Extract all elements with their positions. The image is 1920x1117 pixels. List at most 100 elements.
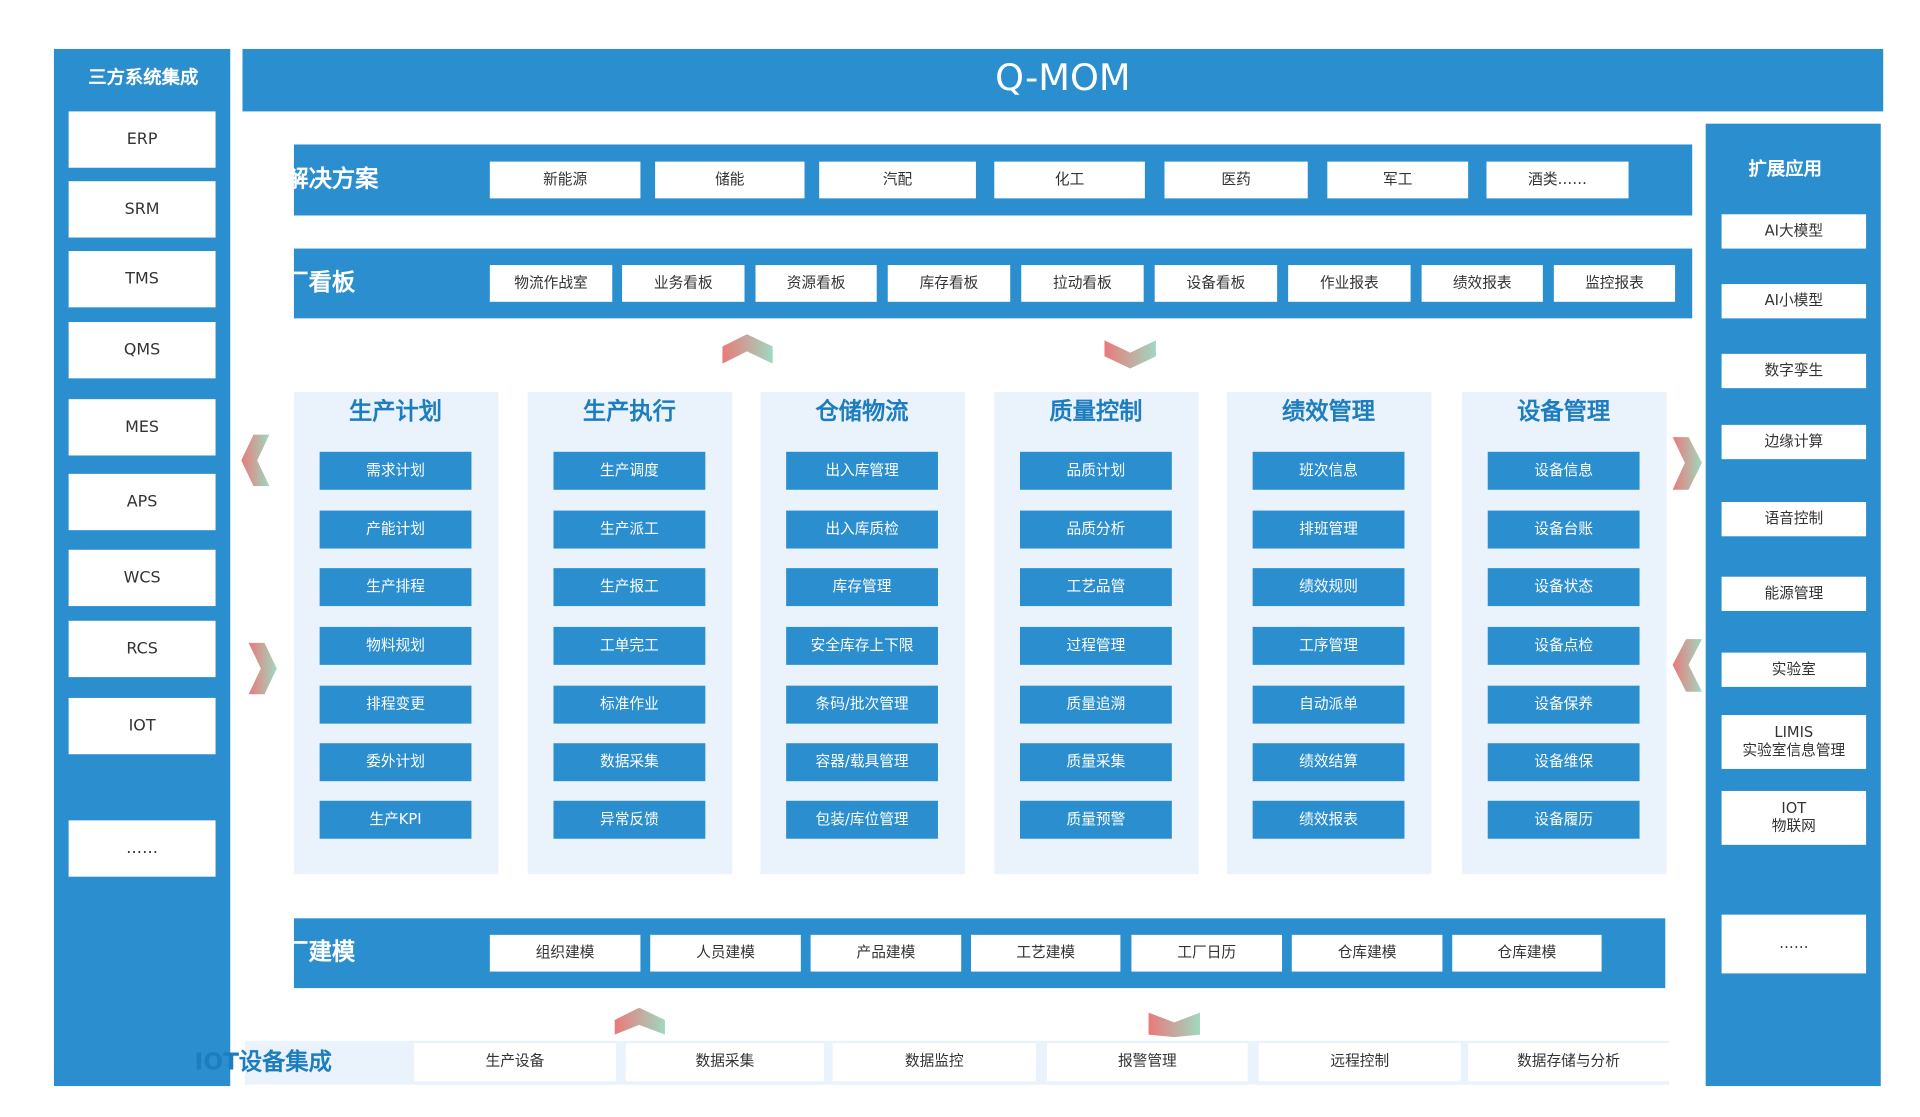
down-arrow xyxy=(1148,1012,1200,1038)
iot-item xyxy=(1046,1043,1248,1082)
module-item xyxy=(1487,743,1640,782)
system-label: SRM xyxy=(125,199,160,218)
band-item xyxy=(1452,934,1602,972)
arrows xyxy=(241,334,1702,1038)
extension-label: 边缘计算 xyxy=(1764,433,1823,450)
module-item xyxy=(786,685,938,724)
module-item xyxy=(553,510,706,549)
band-label: 储能 xyxy=(715,171,745,188)
module-item xyxy=(1019,626,1172,665)
extension-item xyxy=(1721,424,1867,460)
extension-label: 语音控制 xyxy=(1764,510,1823,527)
module-label: 生产派工 xyxy=(600,521,659,538)
module-item xyxy=(1487,800,1640,839)
up-arrow xyxy=(614,1007,665,1035)
module-item xyxy=(1487,568,1640,607)
module-item xyxy=(553,685,706,724)
band-item xyxy=(971,934,1121,972)
module-item xyxy=(1487,510,1640,549)
module-label: 安全库存上下限 xyxy=(811,636,914,654)
iot-item xyxy=(832,1043,1036,1082)
module-item xyxy=(1019,743,1172,782)
module-item xyxy=(1487,451,1640,490)
band-item xyxy=(1421,265,1543,302)
band-label: 绩效报表 xyxy=(1453,274,1512,291)
band-item xyxy=(810,934,962,972)
up-arrow xyxy=(722,334,773,364)
iot-item xyxy=(1258,1043,1461,1082)
system-label: …… xyxy=(126,838,158,857)
band-label: 新能源 xyxy=(543,171,587,188)
extension-item xyxy=(1721,353,1867,389)
module-item xyxy=(553,743,706,782)
system-item xyxy=(68,549,216,607)
iot-item xyxy=(625,1043,825,1082)
module-label: 异常反馈 xyxy=(600,811,659,828)
module-item xyxy=(319,510,472,549)
extension-item xyxy=(1721,914,1867,974)
module-title: 设备管理 xyxy=(1517,398,1610,425)
module-label: 绩效报表 xyxy=(1299,811,1358,828)
extension-label: AI大模型 xyxy=(1765,222,1823,239)
extension-item xyxy=(1721,715,1867,769)
band-label: 化工 xyxy=(1055,171,1084,188)
module-label: 生产排程 xyxy=(366,578,425,595)
band-item xyxy=(994,161,1145,199)
band-title: 工厂看板 xyxy=(262,269,356,296)
band-label: 组织建模 xyxy=(536,944,595,961)
module-item xyxy=(553,626,706,665)
iot-label: 数据存储与分析 xyxy=(1517,1053,1620,1070)
module-label: 物料规划 xyxy=(366,637,425,654)
band-label: 人员建模 xyxy=(696,944,755,961)
system-item xyxy=(68,111,216,168)
module-label: 设备信息 xyxy=(1534,462,1593,479)
module-item xyxy=(1019,685,1172,724)
module-label: 出入库管理 xyxy=(825,462,899,479)
module-label: 品质分析 xyxy=(1067,521,1126,538)
iot-label: 生产设备 xyxy=(486,1053,545,1070)
module-label: 设备状态 xyxy=(1534,578,1593,595)
module-label: 委外计划 xyxy=(366,753,425,770)
extension-label-line: LIMIS xyxy=(1774,724,1813,741)
extension-item xyxy=(1721,576,1867,611)
system-item xyxy=(68,181,216,238)
extension-label-line: 物联网 xyxy=(1772,818,1816,835)
band-item xyxy=(755,265,877,302)
band-label: 医药 xyxy=(1221,171,1250,188)
system-item xyxy=(68,251,216,308)
extension-item xyxy=(1721,652,1867,687)
extension-label: …… xyxy=(1779,935,1808,952)
module-item xyxy=(319,800,472,839)
band-item xyxy=(1291,934,1443,972)
system-label: IOT xyxy=(129,716,156,735)
module-item xyxy=(1252,626,1405,665)
iot-item xyxy=(413,1043,616,1082)
module-label: 生产报工 xyxy=(600,578,659,595)
system-item xyxy=(68,697,216,755)
band-label: 工厂日历 xyxy=(1177,944,1236,961)
module-item xyxy=(786,451,938,490)
right-arrow xyxy=(1672,437,1702,490)
system-item xyxy=(68,820,216,877)
module-item xyxy=(786,800,938,839)
band-label: 工艺建模 xyxy=(1016,944,1075,961)
module-title: 绩效管理 xyxy=(1282,398,1375,425)
module-item xyxy=(1019,800,1172,839)
band-label: 汽配 xyxy=(883,171,913,188)
band-label: 监控报表 xyxy=(1585,274,1644,291)
band-label: 作业报表 xyxy=(1320,274,1379,291)
system-item xyxy=(68,620,216,678)
band-item xyxy=(1553,265,1676,302)
extension-label: AI小模型 xyxy=(1765,292,1823,309)
module-label: 生产KPI xyxy=(369,811,421,828)
left-arrow xyxy=(1672,639,1702,692)
band-label: 仓库建模 xyxy=(1498,944,1557,961)
band-item xyxy=(819,161,976,199)
module-label: 生产调度 xyxy=(600,462,659,479)
band-item xyxy=(1131,934,1283,972)
module-label: 设备履历 xyxy=(1534,811,1593,828)
module-label: 需求计划 xyxy=(366,462,425,479)
band-item xyxy=(655,161,805,199)
extension-label-line: 实验室信息管理 xyxy=(1742,742,1845,759)
